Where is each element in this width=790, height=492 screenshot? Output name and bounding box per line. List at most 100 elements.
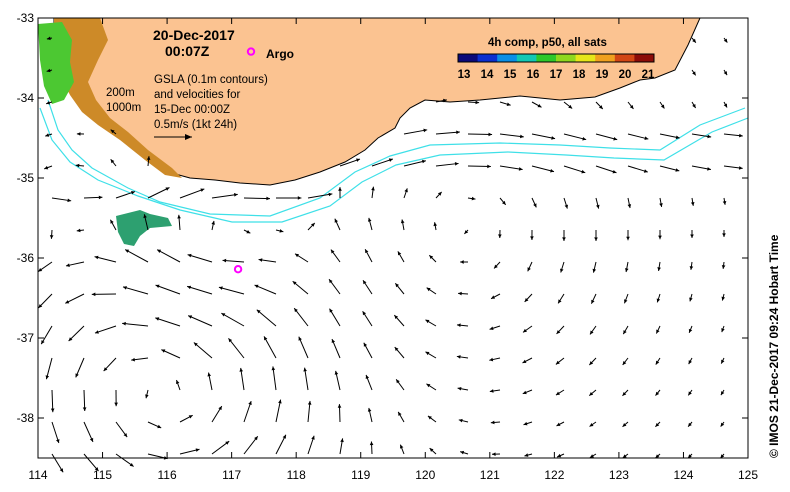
velocity-arrow — [187, 253, 213, 263]
velocity-arrow — [467, 132, 493, 137]
colorbar-tick-label: 15 — [504, 69, 517, 81]
velocity-arrow — [143, 214, 149, 231]
velocity-arrow — [531, 165, 555, 173]
velocity-arrow — [691, 101, 697, 109]
argo-markers — [233, 47, 256, 274]
velocity-arrow — [155, 317, 181, 327]
velocity-arrow — [425, 351, 437, 359]
velocity-arrow — [524, 453, 533, 457]
velocity-arrow — [690, 197, 695, 206]
velocity-arrow — [243, 229, 251, 234]
gsla-line-3: 15-Dec 00:00Z — [154, 104, 230, 116]
colorbar-title: 4h comp, p50, all sats — [488, 37, 607, 49]
velocity-arrow — [114, 389, 118, 407]
velocity-arrow — [293, 307, 309, 327]
contour-label-200m: 200m — [106, 87, 135, 99]
velocity-arrow — [560, 261, 565, 273]
velocity-arrow — [76, 228, 85, 233]
lat-tick-label: -36 — [17, 251, 35, 265]
velocity-arrow — [720, 421, 725, 427]
velocity-arrow — [243, 435, 259, 455]
velocity-arrow — [94, 255, 117, 263]
velocity-arrow — [292, 280, 309, 295]
velocity-arrow — [393, 314, 405, 327]
velocity-arrow — [627, 165, 648, 173]
velocity-arrow — [723, 101, 728, 108]
velocity-arrow — [211, 405, 223, 423]
velocity-arrow — [720, 453, 725, 459]
velocity-arrow — [179, 188, 205, 199]
velocity-arrow — [556, 325, 565, 335]
velocity-arrow — [45, 357, 53, 380]
argo-float-marker — [246, 47, 256, 56]
lon-tick-label: 116 — [158, 468, 177, 482]
velocity-arrow — [122, 321, 149, 327]
velocity-arrow — [627, 197, 632, 209]
velocity-arrow — [110, 158, 117, 167]
velocity-arrow — [40, 325, 53, 345]
velocity-arrow — [563, 101, 573, 109]
velocity-arrow — [145, 389, 149, 399]
velocity-arrow — [556, 453, 565, 458]
velocity-arrow — [687, 453, 693, 459]
velocity-arrow — [334, 370, 341, 391]
colorbar-tick-label: 20 — [619, 69, 632, 81]
velocity-arrow — [656, 293, 661, 303]
velocity-arrow — [723, 69, 728, 76]
velocity-arrow — [659, 101, 665, 109]
velocity-arrow — [146, 156, 151, 167]
velocity-arrow — [263, 336, 277, 359]
velocity-arrow — [187, 315, 213, 327]
velocity-arrow — [499, 197, 507, 206]
velocity-arrow — [38, 293, 53, 309]
velocity-arrow — [91, 292, 117, 297]
velocity-arrow — [467, 100, 480, 105]
velocity-arrow — [254, 284, 277, 295]
scale-arrow — [154, 134, 192, 140]
velocity-vectors — [37, 36, 743, 473]
colorbar-tick-label: 14 — [481, 69, 494, 81]
velocity-arrow — [622, 389, 629, 397]
velocity-arrow — [658, 229, 662, 240]
velocity-arrow — [329, 308, 341, 327]
colorbar-swatch — [536, 54, 557, 62]
lon-tick-label: 123 — [609, 468, 629, 482]
colorbar-swatch — [575, 54, 596, 62]
velocity-arrow — [298, 336, 309, 359]
velocity-arrow — [562, 229, 566, 241]
velocity-arrow — [156, 249, 181, 263]
velocity-arrow — [339, 158, 361, 167]
velocity-arrow — [400, 219, 405, 231]
velocity-arrow — [328, 278, 341, 295]
velocity-arrow — [490, 420, 501, 425]
velocity-arrow — [594, 229, 598, 242]
velocity-arrow — [657, 261, 661, 272]
velocity-arrow — [243, 400, 252, 423]
credit-text: © IMOS 21-Dec-2017 09:24 Hobart Time — [767, 234, 781, 458]
velocity-arrow — [563, 197, 569, 209]
velocity-arrow — [207, 372, 213, 391]
velocity-arrow — [590, 293, 597, 304]
velocity-arrow — [177, 214, 181, 231]
velocity-arrow — [131, 357, 149, 362]
velocity-arrow — [221, 312, 245, 327]
velocity-arrow — [218, 286, 245, 295]
velocity-arrow — [243, 196, 271, 201]
lat-tick-label: -38 — [17, 411, 35, 425]
velocity-arrow — [429, 447, 437, 455]
velocity-arrow — [239, 367, 245, 391]
velocity-arrow — [367, 217, 373, 231]
velocity-arrow — [65, 293, 85, 304]
colorbar-swatch — [458, 54, 479, 62]
colorbar-swatch — [477, 54, 498, 62]
velocity-arrow — [522, 389, 533, 395]
velocity-arrow — [222, 258, 245, 263]
velocity-arrow — [334, 218, 341, 231]
velocity-arrow — [530, 229, 534, 240]
velocity-arrow — [186, 285, 213, 295]
velocity-arrow — [531, 197, 537, 208]
velocity-arrow — [339, 438, 344, 455]
velocity-arrow — [690, 229, 694, 239]
velocity-arrow — [397, 411, 405, 423]
